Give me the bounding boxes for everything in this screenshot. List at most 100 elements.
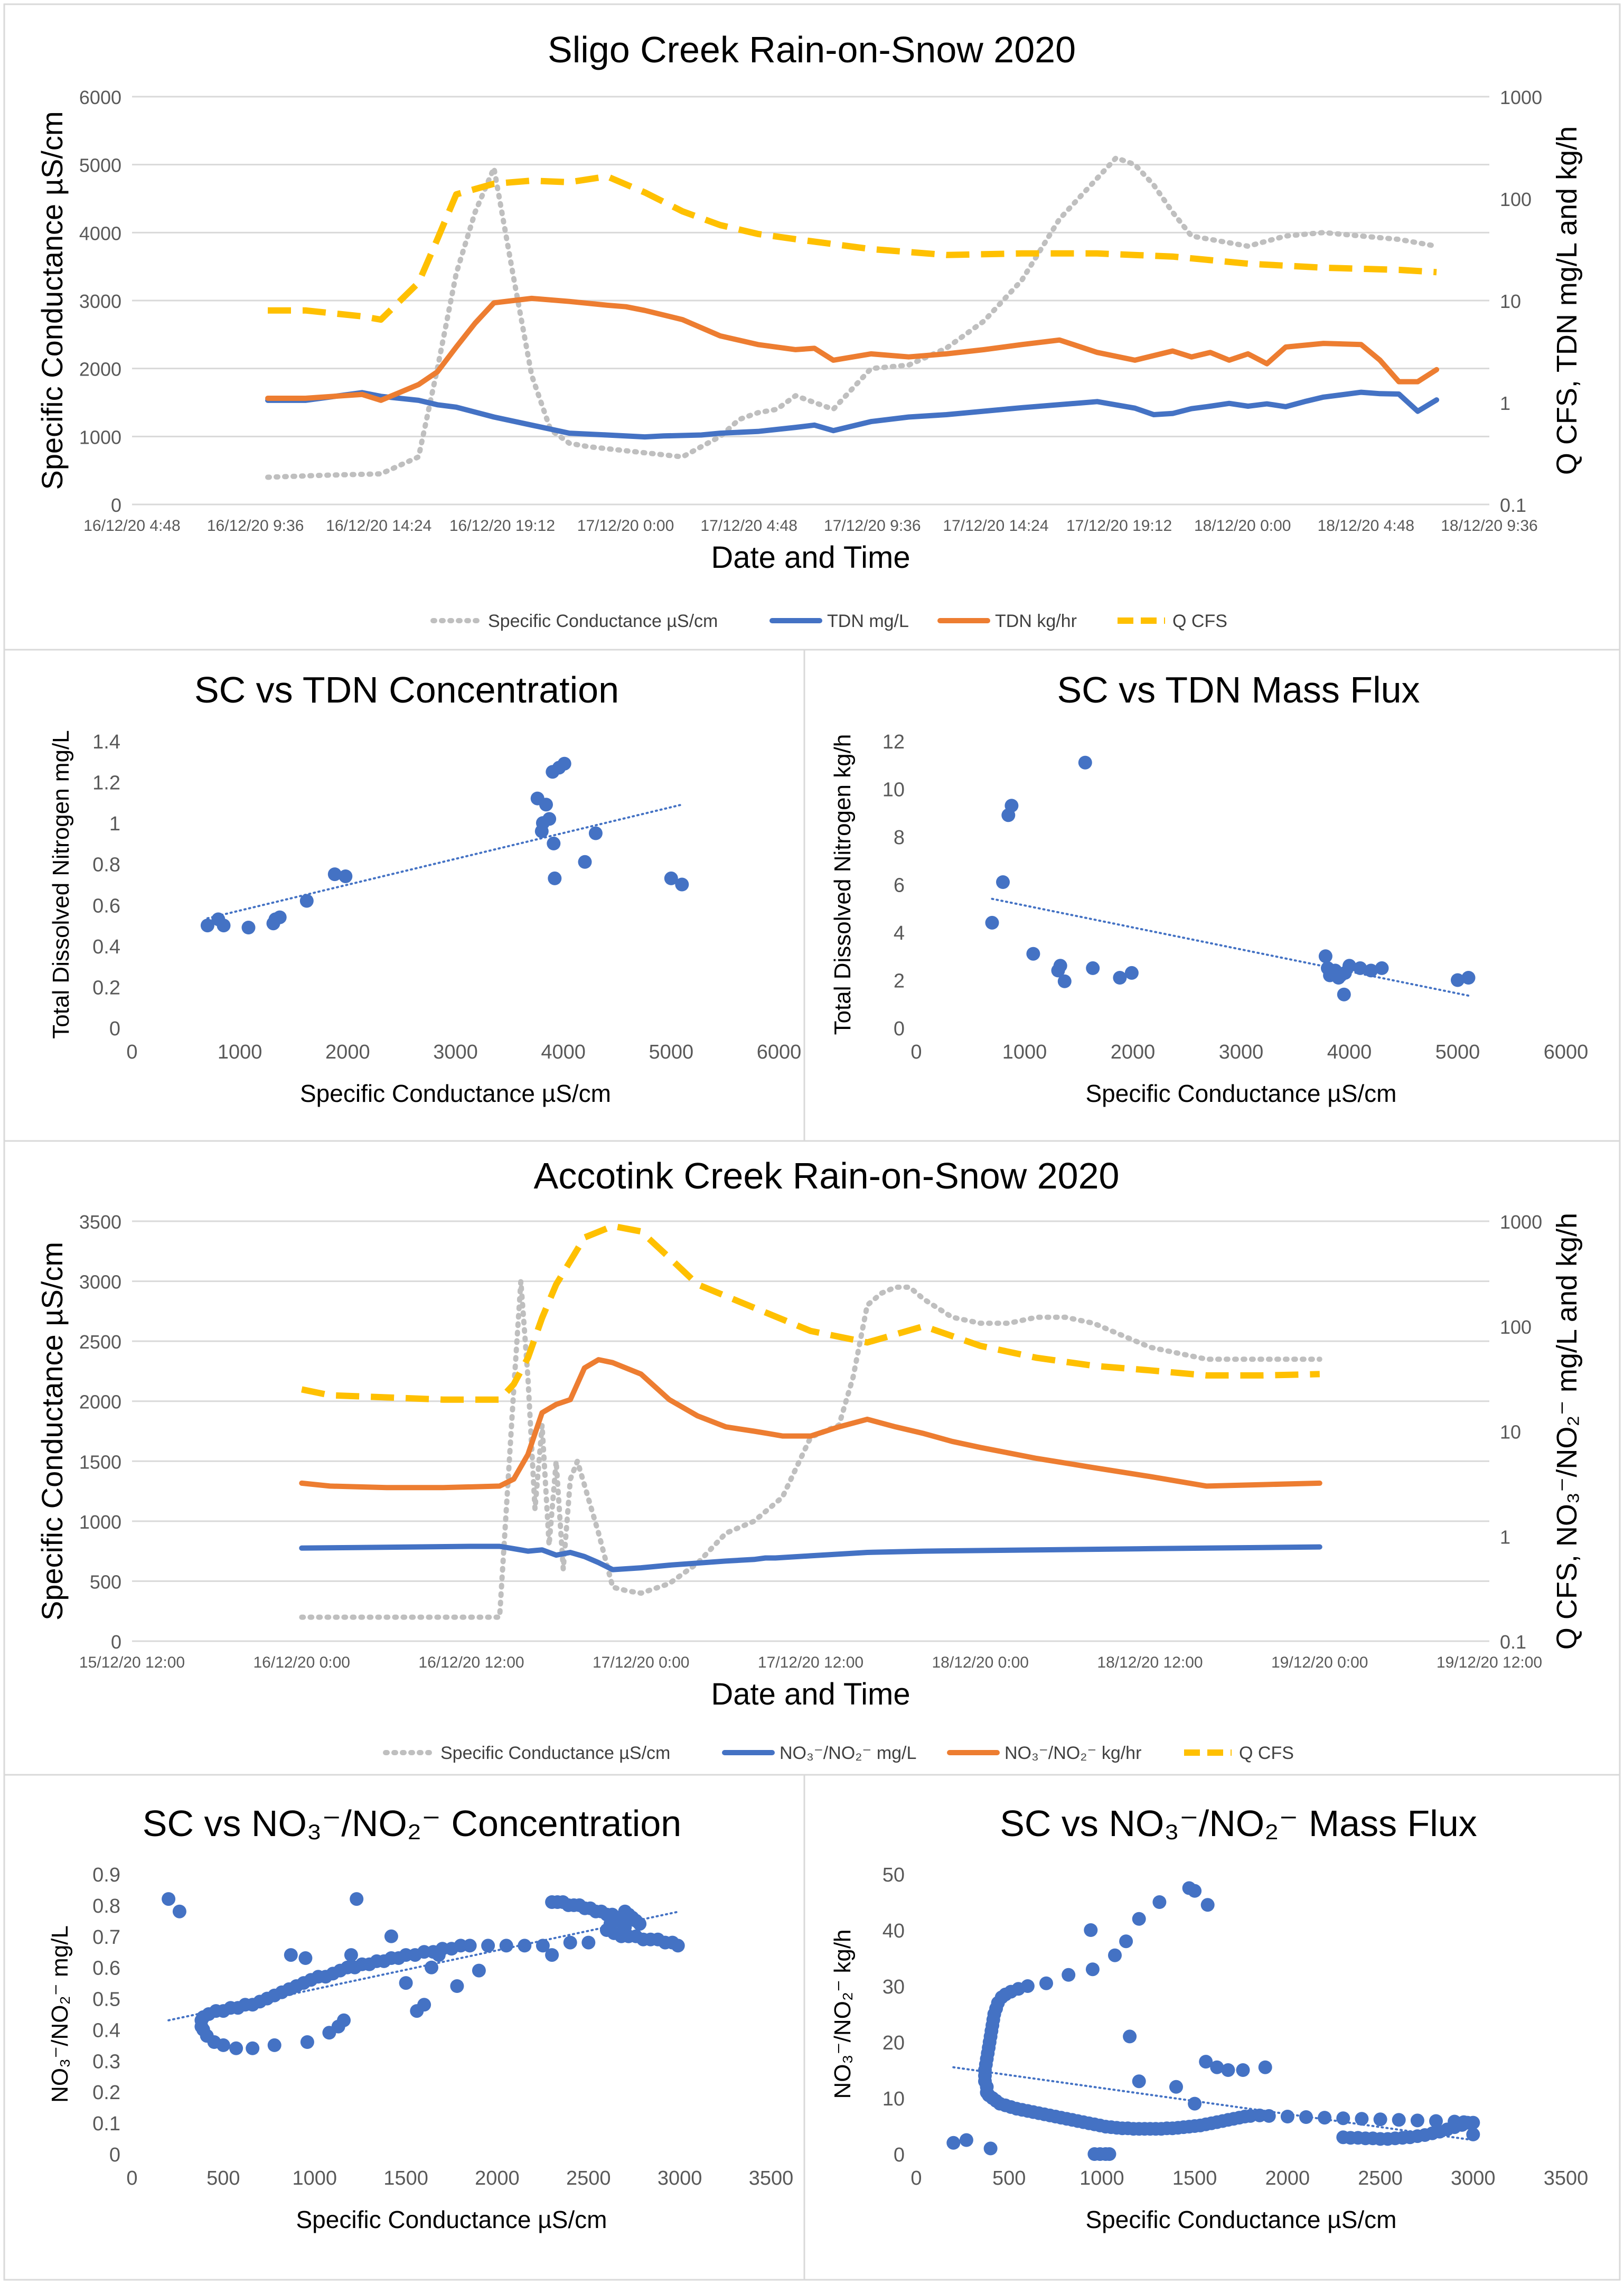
y-tick-label: 0.7 <box>92 1926 120 1949</box>
data-point <box>1124 966 1139 980</box>
x-tick-label: 1500 <box>1172 2167 1217 2189</box>
series-line-1 <box>299 1278 1322 1620</box>
chart-1: Sligo Creek Rain-on-Snow 2020 0 1000 2000 30… <box>35 29 1583 631</box>
y-tick-label: 0.2 <box>92 977 120 999</box>
legend-label: Q CFS <box>1172 611 1227 631</box>
y-tick-label: 0.1 <box>92 2113 120 2135</box>
y-tick-label: 0.4 <box>92 936 120 958</box>
x-tick-label: 15/12/20 12:00 <box>79 1654 185 1671</box>
y-tick-label: 2 <box>894 970 905 993</box>
data-point <box>1318 2111 1332 2125</box>
x-tick-label: 500 <box>992 2167 1026 2189</box>
y-tick-label: 40 <box>883 1920 905 1942</box>
data-point <box>327 867 342 882</box>
data-point <box>1373 2112 1387 2127</box>
data-point <box>1020 1979 1035 1993</box>
data-point <box>450 1979 464 1993</box>
x-tick-label: 3000 <box>1451 2167 1496 2189</box>
data-point <box>299 894 314 908</box>
x-tick-label: 3000 <box>433 1041 478 1063</box>
data-point <box>1299 2110 1313 2124</box>
trendline <box>952 2066 1475 2141</box>
x-tick-label: 17/12/20 9:36 <box>824 517 921 535</box>
data-point <box>547 836 561 850</box>
y2-tick-label: 1 <box>1500 1526 1510 1548</box>
data-point <box>1318 949 1332 963</box>
x-tick-label: 1500 <box>383 2167 428 2189</box>
x-tick-label: 16/12/20 0:00 <box>253 1654 350 1671</box>
x-tick-label: 16/12/20 19:12 <box>449 517 555 535</box>
x-axis-title: Specific Conductance µS/cm <box>300 1080 611 1107</box>
x-tick-label: 500 <box>206 2167 240 2189</box>
data-point <box>399 1976 413 1990</box>
x-axis-title: Date and Time <box>711 540 910 575</box>
y-axis-title: Total Dissolved Nitrogen kg/h <box>830 734 856 1035</box>
y-tick-label: 0.6 <box>92 1958 120 1980</box>
data-point <box>1062 1968 1076 1982</box>
y-tick-label: 3500 <box>79 1211 121 1233</box>
data-point <box>481 1939 495 1953</box>
data-point <box>545 1948 559 1962</box>
y-tick-label: 500 <box>90 1571 121 1593</box>
x-tick-label: 18/12/20 12:00 <box>1097 1654 1203 1671</box>
data-point <box>1039 1976 1053 1990</box>
legend-label: Specific Conductance µS/cm <box>488 611 718 631</box>
y-tick-label: 4 <box>894 922 905 944</box>
y-axis-title: NO₃⁻/NO₂⁻ mg/L <box>47 1925 73 2103</box>
data-point <box>1262 2109 1276 2123</box>
chart-2: SC vs TDN Concentration 0 0.2 0.4 0.6 0.8 1 1.2… <box>48 669 801 1107</box>
data-point <box>633 1917 647 1931</box>
data-points <box>200 756 689 934</box>
data-point <box>267 2038 281 2052</box>
data-point <box>1461 971 1476 985</box>
x-tick-label: 17/12/20 0:00 <box>593 1654 690 1671</box>
data-point <box>337 2013 351 2027</box>
y-tick-label: 4000 <box>79 222 121 244</box>
y-tick-label: 1.2 <box>92 772 120 794</box>
x-tick-label: 17/12/20 19:12 <box>1066 517 1172 535</box>
y-tick-label: 0.9 <box>92 1864 120 1886</box>
y2-tick-label: 100 <box>1500 1316 1532 1338</box>
data-point <box>1221 2063 1235 2077</box>
chart-3: SC vs TDN Mass Flux 0 2 4 6 8 10 12 0 1000 2000 300… <box>830 669 1588 1107</box>
data-point <box>1258 2060 1272 2074</box>
chart-title: Sligo Creek Rain-on-Snow 2020 <box>548 29 1076 70</box>
x-tick-label: 1000 <box>1002 1041 1047 1063</box>
series-line-2 <box>265 389 1440 440</box>
legend-label: TDN kg/hr <box>995 611 1077 631</box>
panel-border-3 <box>803 649 1621 1142</box>
data-point <box>1200 1898 1215 1912</box>
y-tick-label: 0.8 <box>92 854 120 876</box>
data-point <box>1005 799 1019 813</box>
y-tick-label: 0 <box>109 2144 120 2166</box>
y-tick-label: 50 <box>883 1864 905 1886</box>
y-tick-label: 2000 <box>79 1391 121 1413</box>
y-tick-label: 1.4 <box>92 731 120 753</box>
data-point <box>1119 1934 1133 1949</box>
data-points <box>985 755 1476 1001</box>
series-line-3 <box>265 295 1440 403</box>
data-points <box>946 1881 1480 2161</box>
x-tick-label: 2000 <box>325 1041 370 1063</box>
x-tick-label: 3000 <box>1219 1041 1264 1063</box>
data-point <box>200 919 214 933</box>
data-point <box>229 2041 243 2055</box>
legend-label: Specific Conductance µS/cm <box>440 1743 670 1763</box>
data-point <box>1123 2029 1137 2044</box>
x-tick-label: 17/12/20 12:00 <box>758 1654 863 1671</box>
data-points <box>162 1892 685 2055</box>
x-tick-label: 4000 <box>541 1041 586 1063</box>
data-point <box>1132 2074 1146 2089</box>
x-tick-label: 19/12/20 0:00 <box>1271 1654 1368 1671</box>
data-point <box>417 1998 431 2012</box>
y-tick-label: 6 <box>894 875 905 897</box>
y-tick-label: 0 <box>111 494 121 516</box>
x-tick-label: 0 <box>910 2167 922 2189</box>
y-axis-title: Specific Conductance µS/cm <box>35 111 69 490</box>
data-point <box>1375 961 1389 975</box>
series-line-4 <box>268 173 1437 323</box>
x-tick-label: 2000 <box>475 2167 520 2189</box>
data-point <box>985 915 999 930</box>
chart-4: Accotink Creek Rain-on-Snow 202005001000… <box>35 1155 1583 1763</box>
legend-label: TDN mg/L <box>827 611 909 631</box>
